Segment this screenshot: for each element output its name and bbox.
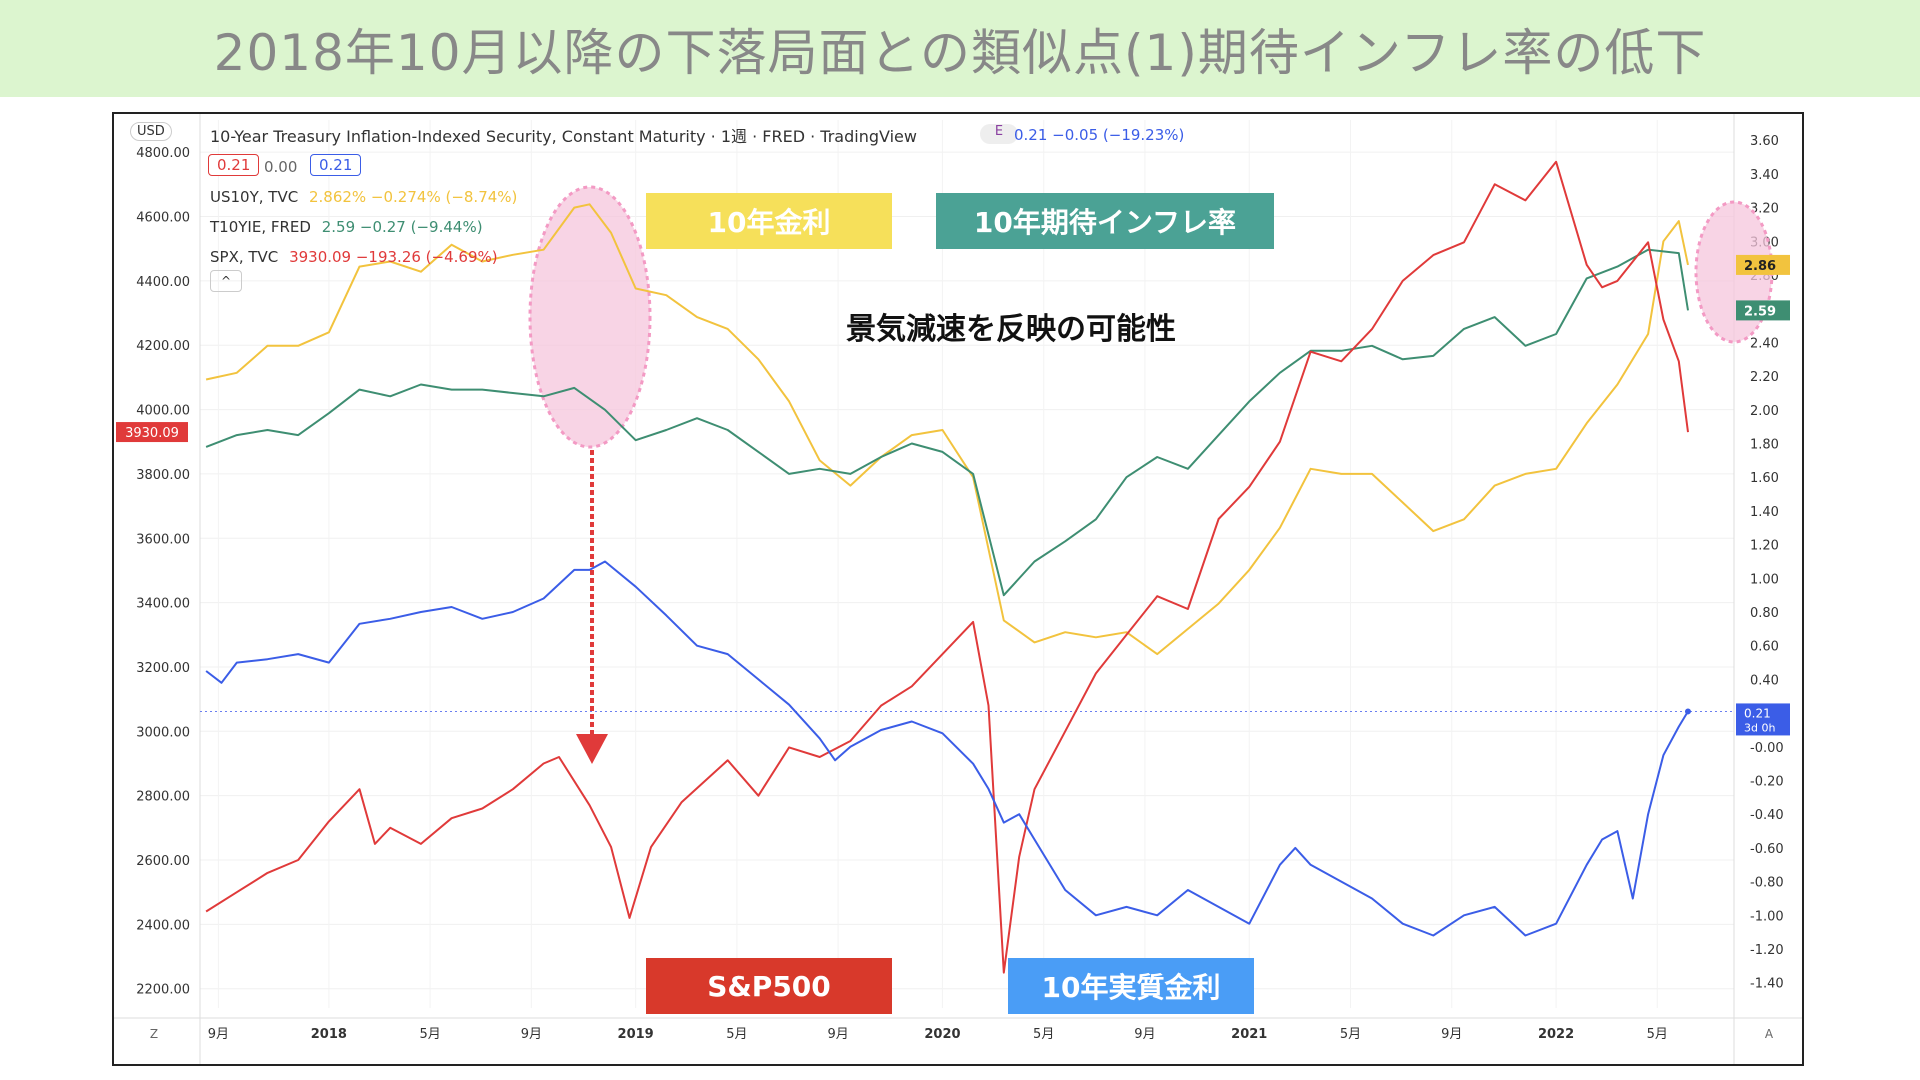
x-axis-tick: 9月 <box>1134 1027 1155 1042</box>
real-last-value-box <box>1736 703 1790 736</box>
right-axis-tick: 3.40 <box>1750 168 1779 183</box>
us10y-chip: 10年金利 <box>646 193 892 249</box>
right-axis-tick: 3.20 <box>1750 202 1779 217</box>
left-axis-tick: 3800.00 <box>136 468 190 483</box>
t10yie-last-value-box <box>1736 300 1790 321</box>
x-axis-tick: 9月 <box>521 1027 542 1042</box>
x-axis-tick: 2018 <box>311 1027 347 1042</box>
right-axis-tick: -1.40 <box>1750 977 1784 992</box>
us10y-last-value-box <box>1736 254 1790 275</box>
drop-arrow-head <box>576 734 608 764</box>
legend-t10yie-values: 2.59 −0.27 (−9.44%) <box>321 218 483 236</box>
spx-last-value-box <box>116 422 188 443</box>
blue-value-pill: 0.21 <box>310 154 362 176</box>
x-axis-tick: 2020 <box>924 1027 960 1042</box>
right-axis-tick: -1.00 <box>1750 909 1784 924</box>
legend-t10yie[interactable]: T10YIE, FRED 2.59 −0.27 (−9.44%) <box>210 218 483 236</box>
left-axis-tick: 3600.00 <box>136 532 190 547</box>
real-rate-chip: 10年実質金利 <box>1008 958 1254 1014</box>
slowdown-note: 景気減速を反映の可能性 <box>846 312 1176 347</box>
x-axis-tick: 9月 <box>208 1027 229 1042</box>
right-axis-tick: 2.20 <box>1750 370 1779 385</box>
x-axis-tick: 5月 <box>726 1027 747 1042</box>
chart-title: 10-Year Treasury Inflation-Indexed Secur… <box>210 127 917 146</box>
legend-spx-label: SPX, TVC <box>210 248 279 266</box>
t10yie-chip: 10年期待インフレ率 <box>936 193 1274 249</box>
x-axis-tick: 9月 <box>1441 1027 1462 1042</box>
legend-us10y-values: 2.862% −0.274% (−8.74%) <box>308 188 518 206</box>
right-axis-tick: 3.60 <box>1750 134 1779 149</box>
chart-svg: 4800.00 4600.00 4400.00 4200.00 4000.00 3800.… <box>114 114 1802 1064</box>
right-axis-tick: 2.40 <box>1750 336 1779 351</box>
right-axis-tick: 1.60 <box>1750 471 1779 486</box>
left-axis-tick: 2400.00 <box>136 918 190 933</box>
left-axis-tick: 3000.00 <box>136 725 190 740</box>
series-line-us10y <box>205 203 1689 656</box>
right-axis-tick: -0.20 <box>1750 775 1784 790</box>
right-axis-tick: 1.20 <box>1750 539 1779 554</box>
x-axis-tick: 5月 <box>1340 1027 1361 1042</box>
auto-scale-icon: A <box>1765 1027 1774 1041</box>
banner: 2018年10月以降の下落局面との類似点(1)期待インフレ率の低下 <box>0 0 1920 97</box>
red-value-pill: 0.21 <box>208 154 260 176</box>
right-axis-tick: -0.40 <box>1750 808 1784 823</box>
legend-us10y-label: US10Y, TVC <box>210 188 299 206</box>
highlight-2018 <box>528 185 652 449</box>
headline-value: 0.21 −0.05 (−19.23%) <box>1014 126 1185 144</box>
left-axis-tick: 4800.00 <box>136 146 190 161</box>
spx-last-value-label: 3930.09 <box>125 426 179 441</box>
x-axis-tick: 9月 <box>828 1027 849 1042</box>
t10yie-last-value-label: 2.59 <box>1744 304 1776 319</box>
right-axis-tick: 2.00 <box>1750 404 1779 419</box>
left-axis-tick: 2800.00 <box>136 790 190 805</box>
x-axis-tick: 2019 <box>618 1027 654 1042</box>
x-axis-tick: 5月 <box>1033 1027 1054 1042</box>
left-axis-tick: 2200.00 <box>136 983 190 998</box>
left-axis-tick: 3400.00 <box>136 597 190 612</box>
left-axis-tick: 3200.00 <box>136 661 190 676</box>
right-axis-tick: 1.80 <box>1750 438 1779 453</box>
right-axis-tick: -0.60 <box>1750 842 1784 857</box>
legend-spx[interactable]: SPX, TVC 3930.09 −193.26 (−4.69%) <box>210 248 498 266</box>
us10y-last-value-label: 2.86 <box>1744 259 1776 274</box>
right-axis-tick: -0.00 <box>1750 741 1784 756</box>
right-axis-tick: 0.80 <box>1750 606 1779 621</box>
slide-title: 2018年10月以降の下落局面との類似点(1)期待インフレ率の低下 <box>213 23 1707 82</box>
x-axis-tick: 2021 <box>1231 1027 1267 1042</box>
event-badge[interactable]: E <box>980 124 1018 144</box>
real-last-value-sub: 3d 0h <box>1744 721 1775 734</box>
right-axis-tick: -0.80 <box>1750 876 1784 891</box>
left-axis-tick: 2600.00 <box>136 854 190 869</box>
currency-selector[interactable]: USD <box>130 122 172 141</box>
right-axis-tick: 0.40 <box>1750 673 1779 688</box>
legend-us10y[interactable]: US10Y, TVC 2.862% −0.274% (−8.74%) <box>210 188 517 206</box>
left-axis-tick: 4400.00 <box>136 275 190 290</box>
left-axis-tick: 4000.00 <box>136 404 190 419</box>
chevron-up-icon: ^ <box>220 274 232 288</box>
right-axis-tick: 0.60 <box>1750 640 1779 655</box>
right-axis-tick: 1.00 <box>1750 572 1779 587</box>
spx-chip: S&P500 <box>646 958 892 1014</box>
series-line-spx <box>205 160 1689 974</box>
series-line-10-year-treasury-inflation-indexed-security <box>205 560 1689 937</box>
e-badge-label: E <box>994 124 1004 139</box>
series-line-t10yie <box>205 248 1689 597</box>
left-axis-tick: 4600.00 <box>136 211 190 226</box>
x-axis-tick: 2022 <box>1538 1027 1574 1042</box>
real-last-value-label: 0.21 <box>1744 706 1771 720</box>
legend-spx-values: 3930.09 −193.26 (−4.69%) <box>289 248 498 266</box>
left-axis-tick: 4200.00 <box>136 339 190 354</box>
x-axis-tick: 5月 <box>1647 1027 1668 1042</box>
right-axis-tick: 1.40 <box>1750 505 1779 520</box>
zoom-icon: Z <box>150 1027 158 1041</box>
zero-value: 0.00 <box>264 158 298 176</box>
chart-frame: 4800.00 4600.00 4400.00 4200.00 4000.00 3800.… <box>112 112 1804 1066</box>
collapse-legend-button[interactable]: ^ <box>210 270 242 292</box>
right-axis-tick: -1.20 <box>1750 943 1784 958</box>
real-rate-end-dot <box>1684 708 1691 715</box>
legend-t10yie-label: T10YIE, FRED <box>210 218 311 236</box>
x-axis-tick: 5月 <box>419 1027 440 1042</box>
